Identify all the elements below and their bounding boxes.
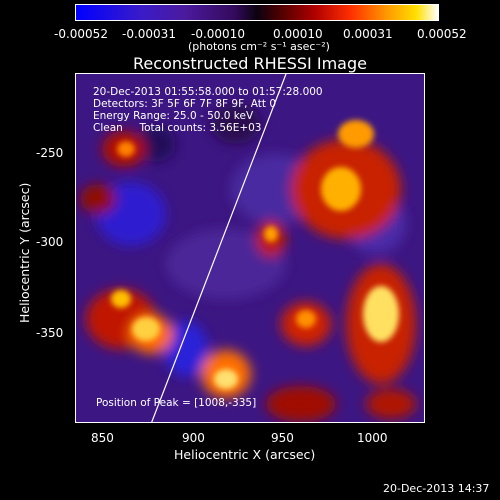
y-tick-label: -250 (36, 146, 64, 160)
colorbar-tick: 0.00010 (273, 27, 323, 41)
x-tick-label: 1000 (357, 431, 388, 445)
colorbar-tick: -0.00010 (191, 27, 245, 41)
colorbar-tick: -0.00052 (54, 27, 108, 41)
colorbar-tick: -0.00031 (122, 27, 176, 41)
colorbar-unit-label: (photons cm⁻² s⁻¹ asec⁻²) (188, 40, 330, 53)
y-tick-label: -350 (36, 326, 64, 340)
x-tick-label: 950 (271, 431, 294, 445)
overlay-peak-position: Position of Peak = [1008,-335] (96, 397, 257, 409)
overlay-time-range: 20-Dec-2013 01:55:58.000 to 01:57:28.000 (93, 86, 323, 98)
x-tick-label: 850 (91, 431, 114, 445)
colorbar-tick: 0.00031 (343, 27, 393, 41)
y-axis-label: Heliocentric Y (arcsec) (17, 182, 32, 323)
solar-limb-line (151, 74, 287, 422)
generation-timestamp: 20-Dec-2013 14:37 (383, 482, 490, 495)
overlay-detectors: Detectors: 3F 5F 6F 7F 8F 9F, Att 0 (93, 98, 277, 110)
plot-title: Reconstructed RHESSI Image (133, 54, 367, 73)
y-tick-label: -300 (36, 235, 64, 249)
flux-map (76, 74, 424, 422)
colorbar (75, 4, 439, 21)
colorbar-tick: 0.00052 (417, 27, 467, 41)
x-axis-label: Heliocentric X (arcsec) (174, 447, 316, 462)
x-tick-label: 900 (182, 431, 205, 445)
overlay-energy-range: Energy Range: 25.0 - 50.0 keV (93, 110, 254, 122)
overlay-total-counts: Clean Total counts: 3.56E+03 (93, 122, 262, 134)
rhessi-image (75, 73, 425, 423)
